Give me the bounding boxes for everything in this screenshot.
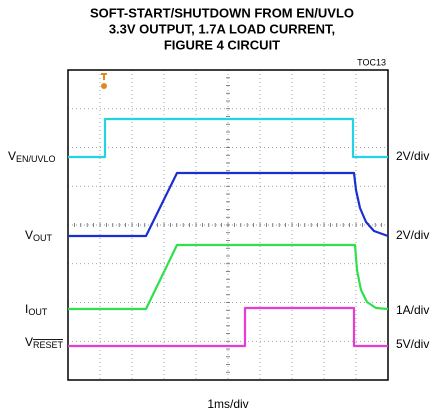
- channel-scale: 5V/div: [396, 337, 429, 351]
- channel-scale: 2V/div: [396, 228, 429, 242]
- title-line: SOFT-START/SHUTDOWN FROM EN/UVLO: [90, 5, 354, 20]
- channel-labels: VEN/UVLO VOUT IOUT VRESET 2V/div 2V/div …: [8, 149, 429, 351]
- title-line: FIGURE 4 CIRCUIT: [164, 37, 280, 52]
- trace-vout: [68, 171, 389, 238]
- figure-tag: TOC13: [357, 57, 386, 67]
- channel-scale: 2V/div: [396, 149, 429, 163]
- channel-label: VOUT: [25, 228, 53, 243]
- screen-frame: [67, 69, 389, 381]
- channel-scale: 1A/div: [396, 303, 429, 317]
- trace-reset: [68, 306, 388, 348]
- trigger-marker: [101, 83, 107, 89]
- trace-en-uvlo: [68, 117, 388, 159]
- channel-label: VEN/UVLO: [8, 149, 56, 164]
- trigger-marker: [101, 73, 107, 80]
- channel-label: IOUT: [25, 302, 48, 317]
- title-line: 3.3V OUTPUT, 1.7A LOAD CURRENT,: [109, 21, 335, 36]
- time-scale: 1ms/div: [207, 397, 248, 411]
- channel-label: VRESET: [25, 335, 64, 350]
- trace-iout: [68, 243, 389, 311]
- grid: [67, 69, 389, 381]
